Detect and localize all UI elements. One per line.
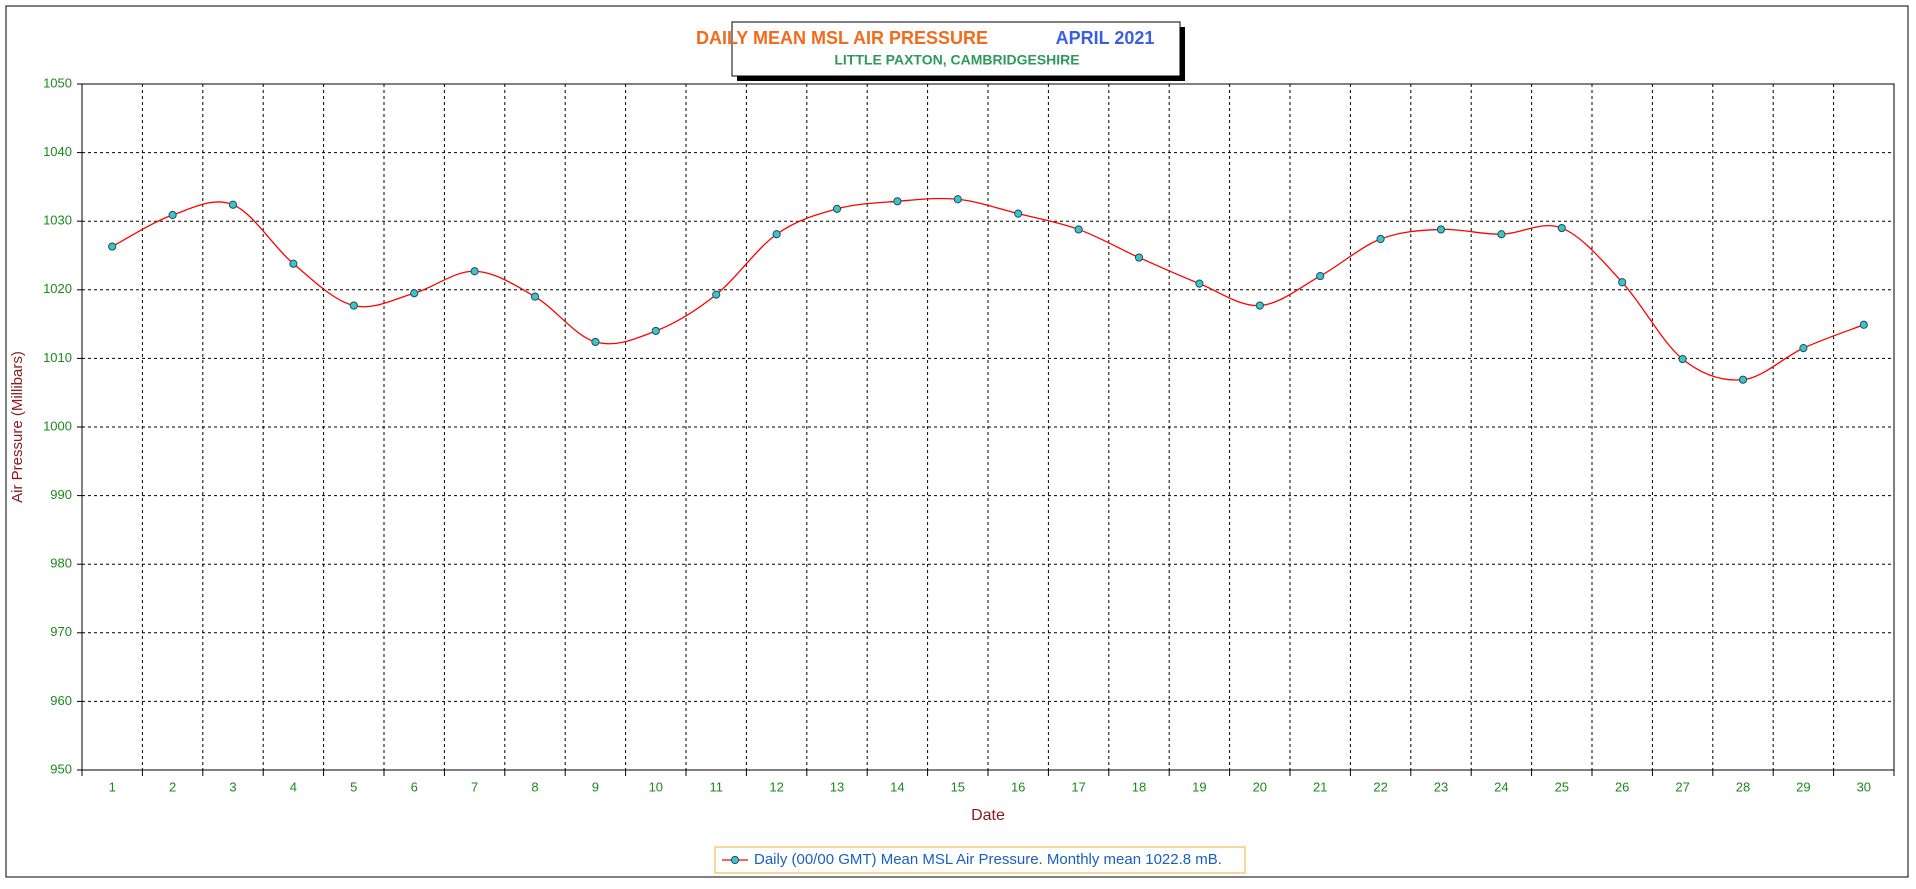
legend-marker [730, 855, 740, 865]
x-tick-label: 8 [531, 779, 538, 794]
x-tick-label: 28 [1736, 779, 1750, 794]
x-tick-label: 25 [1555, 779, 1569, 794]
x-tick-label: 23 [1434, 779, 1448, 794]
y-tick-label: 970 [50, 624, 72, 639]
data-point [893, 197, 902, 206]
chart-subtitle: LITTLE PAXTON, CAMBRIDGESHIRE [834, 52, 1079, 68]
y-tick-label: 1010 [43, 350, 72, 365]
y-axis-label: Air Pressure (Millibars) [9, 351, 26, 503]
x-tick-label: 9 [592, 779, 599, 794]
data-point [1195, 279, 1204, 288]
x-tick-label: 14 [890, 779, 904, 794]
chart-frame [5, 5, 1909, 878]
x-tick-label: 5 [350, 779, 357, 794]
chart-title-period: APRIL 2021 [1056, 28, 1155, 48]
y-tick-label: 1030 [43, 213, 72, 228]
x-tick-label: 2 [169, 779, 176, 794]
x-tick-label: 16 [1011, 779, 1025, 794]
data-point [410, 289, 419, 298]
x-tick-label: 17 [1071, 779, 1085, 794]
data-point [953, 195, 962, 204]
y-tick-label: 1050 [43, 75, 72, 90]
x-axis-label: Date [971, 807, 1005, 824]
data-point [470, 267, 479, 276]
data-point [1678, 354, 1687, 364]
data-point [1738, 375, 1748, 384]
plot-area [81, 83, 1895, 771]
data-point [832, 204, 842, 213]
x-tick-label: 21 [1313, 779, 1327, 794]
data-point [1859, 320, 1868, 329]
data-point [1134, 253, 1144, 262]
y-tick-label: 960 [50, 693, 72, 708]
y-tick-label: 1040 [43, 144, 72, 159]
data-point [1436, 225, 1446, 234]
y-tick-label: 950 [50, 761, 72, 776]
data-point [1557, 223, 1566, 233]
x-tick-label: 15 [951, 779, 965, 794]
chart-title: DAILY MEAN MSL AIR PRESSURE [696, 28, 988, 48]
data-point [1014, 209, 1023, 218]
data-point [108, 242, 117, 251]
x-tick-label: 19 [1192, 779, 1206, 794]
data-point [1799, 344, 1808, 353]
data-point [1618, 278, 1627, 287]
x-tick-label: 30 [1857, 779, 1871, 794]
data-point [1255, 301, 1264, 310]
x-tick-label: 12 [769, 779, 783, 794]
data-point [349, 301, 358, 310]
x-tick-label: 7 [471, 779, 478, 794]
data-point [168, 210, 177, 220]
x-tick-label: 1 [109, 779, 116, 794]
x-tick-label: 13 [830, 779, 844, 794]
x-tick-label: 27 [1675, 779, 1689, 794]
x-tick-label: 29 [1796, 779, 1810, 794]
data-point [772, 230, 781, 239]
x-tick-label: 3 [229, 779, 236, 794]
data-point [1497, 230, 1506, 239]
data-point [1316, 271, 1325, 281]
title-box [731, 21, 1181, 77]
legend-label: Daily (00/00 GMT) Mean MSL Air Pressure.… [754, 851, 1222, 868]
data-point [530, 292, 540, 301]
y-tick-label: 990 [50, 487, 72, 502]
x-tick-label: 11 [709, 779, 723, 794]
x-tick-label: 18 [1132, 779, 1146, 794]
legend-box [714, 846, 1246, 874]
series-line [111, 197, 1865, 381]
x-tick-label: 4 [290, 779, 297, 794]
data-point [591, 337, 600, 347]
x-tick-label: 6 [411, 779, 418, 794]
data-point [1376, 234, 1385, 244]
data-point [228, 200, 238, 209]
x-tick-label: 20 [1253, 779, 1267, 794]
x-tick-label: 10 [649, 779, 663, 794]
y-tick-label: 980 [50, 556, 72, 571]
data-point [651, 326, 660, 336]
x-tick-label: 26 [1615, 779, 1629, 794]
x-tick-label: 24 [1494, 779, 1508, 794]
y-tick-label: 1020 [43, 281, 72, 296]
y-tick-label: 1000 [43, 418, 72, 433]
data-point [289, 259, 298, 268]
data-point [1074, 225, 1083, 234]
data-point [712, 290, 721, 299]
x-tick-label: 22 [1373, 779, 1387, 794]
